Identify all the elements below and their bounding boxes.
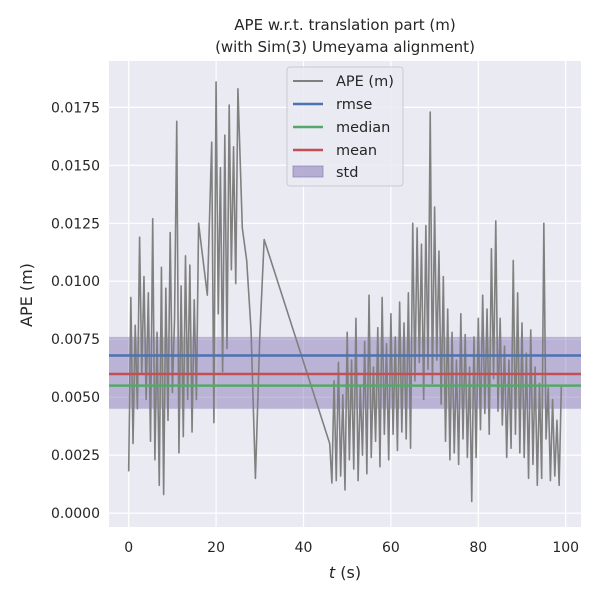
y-tick-label: 0.0050 — [51, 390, 100, 406]
y-tick-label: 0.0175 — [51, 100, 100, 116]
tick-labels: 0 20 40 60 80 100 0.0000 0.0025 0.0050 0.0075 0.01… — [51, 100, 579, 556]
x-tick-label: 20 — [207, 540, 225, 556]
x-tick-label: 60 — [382, 540, 400, 556]
y-tick-label: 0.0150 — [51, 158, 100, 174]
y-tick-label: 0.0025 — [51, 448, 100, 464]
y-tick-label: 0.0125 — [51, 216, 100, 232]
legend-median-label: median — [336, 120, 390, 136]
x-axis-label-unit: (s) — [335, 563, 361, 582]
x-axis-label: t (s) — [329, 563, 361, 582]
chart-subtitle: (with Sim(3) Umeyama alignment) — [215, 38, 475, 56]
legend-rmse-label: rmse — [336, 97, 372, 113]
x-tick-label: 100 — [552, 540, 579, 556]
y-tick-label: 0.0000 — [51, 506, 100, 522]
chart-title: APE w.r.t. translation part (m) — [234, 16, 455, 34]
legend-std-label: std — [336, 165, 358, 181]
y-tick-label: 0.0100 — [51, 274, 100, 290]
x-tick-label: 80 — [469, 540, 487, 556]
legend: APE (m) rmse median mean std — [286, 66, 404, 187]
y-tick-label: 0.0075 — [51, 332, 100, 348]
legend-ape-label: APE (m) — [336, 74, 394, 90]
y-axis-label: APE (m) — [17, 263, 36, 327]
x-tick-label: 40 — [295, 540, 313, 556]
legend-frame — [286, 66, 404, 187]
x-axis-label-symbol: t — [329, 563, 336, 582]
legend-mean-label: mean — [336, 143, 377, 159]
x-tick-label: 0 — [124, 540, 133, 556]
legend-std-patch-swatch — [292, 165, 324, 178]
